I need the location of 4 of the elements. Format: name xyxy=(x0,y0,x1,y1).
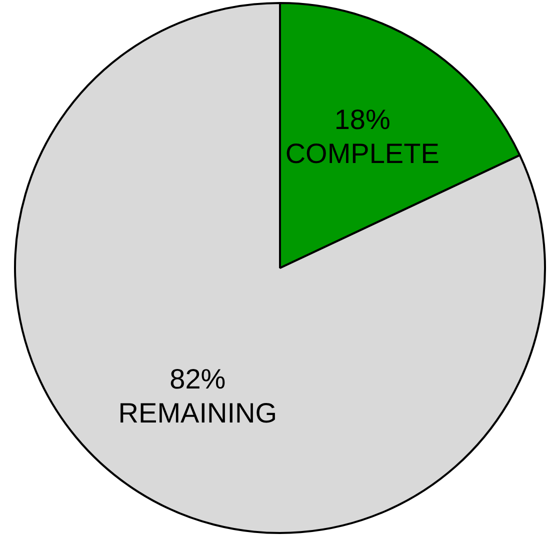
slice-label: REMAINING xyxy=(118,397,277,428)
data-label: 18% xyxy=(334,104,390,135)
slice-label: COMPLETE xyxy=(285,138,440,169)
data-label: 82% xyxy=(170,363,226,394)
